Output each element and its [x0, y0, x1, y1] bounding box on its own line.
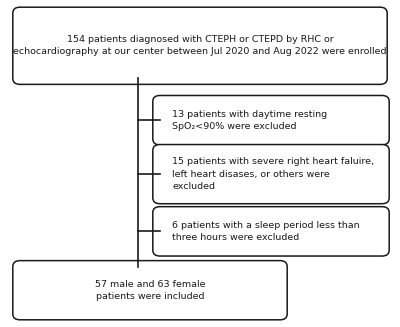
Text: 13 patients with daytime resting
SpO₂<90% were excluded: 13 patients with daytime resting SpO₂<90…: [172, 110, 327, 131]
Text: 154 patients diagnosed with CTEPH or CTEPD by RHC or
echocardiography at our cen: 154 patients diagnosed with CTEPH or CTE…: [13, 35, 387, 56]
Text: 15 patients with severe right heart faluire,
left heart disases, or others were
: 15 patients with severe right heart falu…: [172, 158, 374, 191]
FancyBboxPatch shape: [13, 261, 287, 320]
FancyBboxPatch shape: [153, 95, 389, 145]
FancyBboxPatch shape: [13, 7, 387, 84]
Text: 6 patients with a sleep period less than
three hours were excluded: 6 patients with a sleep period less than…: [172, 221, 360, 242]
FancyBboxPatch shape: [153, 207, 389, 256]
Text: 57 male and 63 female
patients were included: 57 male and 63 female patients were incl…: [95, 280, 205, 301]
FancyBboxPatch shape: [153, 145, 389, 204]
